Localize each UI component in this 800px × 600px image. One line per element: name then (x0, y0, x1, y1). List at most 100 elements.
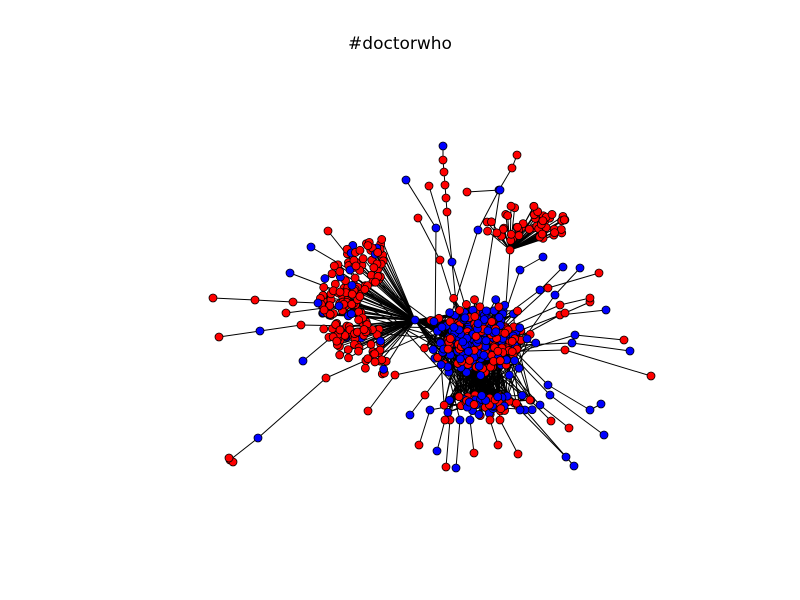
graph-node-red (321, 373, 331, 383)
graph-node-red (329, 261, 339, 271)
graph-edge (445, 419, 451, 468)
graph-node-red (506, 229, 516, 239)
graph-node-red (487, 217, 496, 227)
graph-node-red (514, 231, 524, 240)
graph-edge (487, 230, 511, 251)
graph-edge (375, 281, 416, 321)
graph-edge (405, 179, 437, 229)
graph-node-red (513, 306, 522, 316)
graph-node-red (347, 289, 357, 299)
graph-edge (349, 269, 472, 405)
graph-title: #doctorwho (348, 34, 452, 54)
graph-node-blue (517, 391, 527, 400)
graph-node-red (355, 292, 365, 301)
graph-node-blue (410, 315, 420, 325)
graph-node-blue (535, 285, 545, 295)
graph-edge (499, 419, 519, 455)
graph-node-blue (306, 242, 316, 252)
graph-node-red (495, 356, 505, 366)
graph-edge (564, 349, 652, 377)
graph-node-blue (437, 322, 447, 332)
graph-node-blue (379, 364, 389, 374)
graph-node-red (335, 325, 345, 335)
graph-node-blue (455, 354, 465, 364)
graph-edge (554, 267, 581, 296)
graph-node-red (390, 370, 400, 380)
graph-node-blue (428, 345, 438, 354)
graph-node-red (424, 181, 434, 191)
graph-edge (519, 256, 544, 271)
graph-node-red (360, 284, 370, 294)
graph-node-blue (458, 337, 468, 347)
graph-node-red (493, 346, 503, 356)
graph-node-red (537, 229, 547, 239)
graph-node-red (296, 320, 306, 330)
graph-edge (437, 229, 479, 358)
graph-node-blue (491, 295, 501, 305)
graph-node-blue (543, 380, 553, 390)
graph-node-blue (599, 430, 609, 440)
graph-node-blue (473, 319, 483, 329)
graph-node-blue (585, 405, 595, 415)
graph-node-red (360, 363, 370, 373)
graph-edge (547, 384, 591, 411)
graph-node-red (485, 415, 495, 425)
graph-edge (310, 246, 351, 271)
graph-edge (469, 419, 475, 454)
graph-node-red (507, 347, 517, 357)
graph-node-blue (558, 262, 568, 272)
graph-node-blue (535, 400, 545, 410)
graph-node-red (506, 201, 516, 211)
graph-node-blue (538, 252, 548, 262)
graph-node-red (469, 448, 479, 458)
graph-node-red (507, 163, 517, 173)
graph-node-red (441, 193, 451, 203)
graph-node-blue (569, 461, 579, 471)
graph-node-blue (438, 141, 448, 151)
graph-node-red (585, 293, 595, 303)
graph-edge (417, 217, 441, 261)
graph-node-red (513, 222, 522, 232)
graph-node-blue (431, 223, 441, 233)
graph-node-red (538, 216, 548, 226)
node-layer (208, 141, 656, 473)
graph-node-blue (401, 175, 411, 185)
graph-node-red (413, 213, 423, 223)
graph-node-red (439, 400, 449, 410)
graph-node-red (440, 415, 450, 425)
graph-node-red (495, 415, 505, 425)
graph-node-red (369, 263, 379, 273)
graph-node-red (524, 224, 534, 234)
graph-edge (325, 321, 453, 379)
graph-node-red (332, 336, 342, 346)
graph-node-red (250, 295, 260, 305)
graph-node-blue (473, 225, 483, 235)
graph-node-blue (575, 263, 585, 273)
graph-edge (364, 288, 416, 321)
graph-node-blue (255, 326, 265, 336)
graph-node-red (344, 353, 353, 363)
graph-node-red (370, 357, 380, 367)
graph-edge (359, 296, 416, 321)
graph-node-blue (285, 268, 295, 278)
graph-edge (539, 404, 570, 429)
graph-node-red (487, 317, 497, 326)
graph-edge (477, 189, 500, 231)
graph-node-blue (432, 446, 442, 456)
graph-node-blue (570, 330, 580, 340)
graph-node-blue (625, 346, 635, 356)
graph-node-red (327, 269, 337, 279)
graph-node-red (475, 302, 485, 312)
graph-node-blue (429, 317, 439, 326)
graph-node-blue (567, 338, 577, 348)
graph-node-red (619, 335, 629, 345)
graph-node-red (512, 398, 521, 408)
graph-edge (212, 297, 256, 301)
graph-edge (380, 319, 416, 345)
graph-node-red (470, 295, 479, 305)
graph-node-red (433, 353, 443, 362)
graph-node-blue (522, 334, 532, 344)
graph-node-blue (601, 305, 611, 315)
graph-node-red (449, 293, 459, 303)
graph-node-red (363, 241, 373, 251)
